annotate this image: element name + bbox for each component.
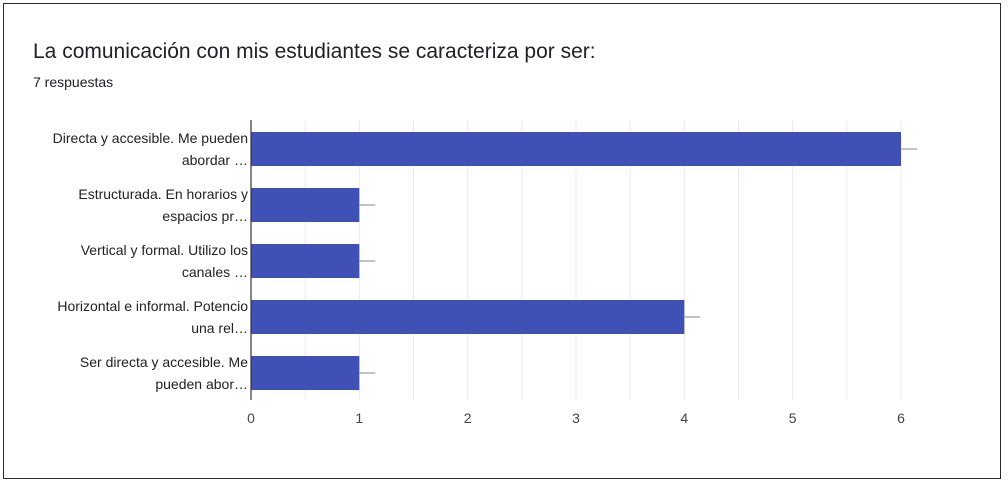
- category-label: Estructurada. En horarios y: [78, 186, 248, 202]
- category-label: canales …: [182, 264, 248, 280]
- category-label: pueden abor…: [155, 376, 248, 392]
- x-tick-label: 2: [464, 410, 472, 426]
- category-label: Horizontal e informal. Potencio: [57, 298, 248, 314]
- x-tick-label: 3: [572, 410, 580, 426]
- category-label: abordar …: [182, 152, 248, 168]
- bar: [251, 300, 685, 334]
- category-label: Ser directa y accesible. Me: [80, 354, 248, 370]
- bar: [251, 132, 901, 166]
- bar: [251, 188, 360, 222]
- bar: [251, 356, 360, 390]
- x-tick-label: 0: [247, 410, 255, 426]
- chart-frame: [3, 3, 1001, 479]
- category-label: espacios pr…: [162, 208, 248, 224]
- category-label: Vertical y formal. Utilizo los: [81, 242, 248, 258]
- category-label: Directa y accesible. Me pueden: [53, 130, 248, 146]
- chart-title: La comunicación con mis estudiantes se c…: [33, 40, 596, 63]
- chart-subtitle: 7 respuestas: [33, 74, 114, 90]
- category-label: una rel…: [191, 320, 248, 336]
- bar: [251, 244, 360, 278]
- x-tick-label: 5: [789, 410, 797, 426]
- x-tick-label: 6: [897, 410, 905, 426]
- x-tick-label: 1: [355, 410, 363, 426]
- x-tick-label: 4: [680, 410, 688, 426]
